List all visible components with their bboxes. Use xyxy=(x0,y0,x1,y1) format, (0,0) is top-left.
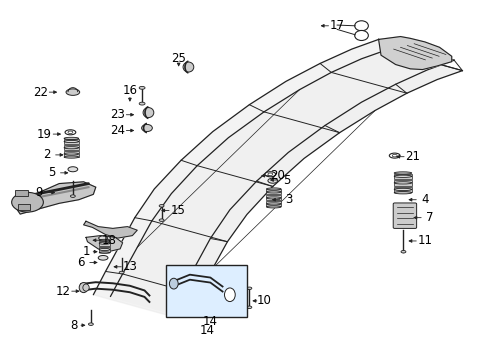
FancyBboxPatch shape xyxy=(392,203,416,228)
Text: 20: 20 xyxy=(270,169,285,182)
Bar xyxy=(64,145,79,150)
Ellipse shape xyxy=(388,153,399,158)
Ellipse shape xyxy=(64,140,79,143)
Ellipse shape xyxy=(99,242,110,244)
Bar xyxy=(64,139,79,144)
Text: 21: 21 xyxy=(405,150,419,163)
Ellipse shape xyxy=(393,192,411,194)
Ellipse shape xyxy=(400,251,405,253)
Bar xyxy=(266,195,281,201)
Ellipse shape xyxy=(99,236,107,240)
Ellipse shape xyxy=(393,188,411,190)
Ellipse shape xyxy=(79,283,88,293)
Ellipse shape xyxy=(143,108,154,118)
Ellipse shape xyxy=(393,172,411,174)
Bar xyxy=(393,180,411,186)
Ellipse shape xyxy=(64,153,79,155)
Bar xyxy=(393,186,411,192)
Text: 14: 14 xyxy=(203,315,218,328)
Ellipse shape xyxy=(65,130,76,135)
Text: 25: 25 xyxy=(171,52,186,65)
Text: 17: 17 xyxy=(329,19,344,32)
Text: 15: 15 xyxy=(170,204,185,217)
Ellipse shape xyxy=(82,284,89,291)
Ellipse shape xyxy=(266,188,281,190)
Ellipse shape xyxy=(70,195,75,197)
Text: 19: 19 xyxy=(37,127,52,141)
Ellipse shape xyxy=(68,167,78,172)
Ellipse shape xyxy=(64,147,79,149)
Ellipse shape xyxy=(64,137,79,140)
Polygon shape xyxy=(15,182,96,214)
Ellipse shape xyxy=(12,192,43,212)
Ellipse shape xyxy=(99,239,110,241)
Ellipse shape xyxy=(159,219,163,221)
Ellipse shape xyxy=(266,197,281,199)
Ellipse shape xyxy=(68,131,73,134)
Text: 2: 2 xyxy=(43,148,51,161)
Text: 9: 9 xyxy=(35,186,42,199)
Text: 24: 24 xyxy=(110,124,125,137)
Ellipse shape xyxy=(183,62,193,72)
Ellipse shape xyxy=(98,256,108,260)
Ellipse shape xyxy=(266,203,281,205)
Text: 10: 10 xyxy=(256,294,271,307)
Bar xyxy=(266,201,281,206)
Text: 22: 22 xyxy=(33,86,48,99)
Polygon shape xyxy=(378,37,451,69)
Ellipse shape xyxy=(88,323,93,325)
FancyBboxPatch shape xyxy=(15,190,27,196)
Bar xyxy=(99,247,110,252)
Ellipse shape xyxy=(99,252,110,253)
Text: 14: 14 xyxy=(199,324,214,337)
Text: 3: 3 xyxy=(284,193,291,206)
Text: 5: 5 xyxy=(282,174,289,186)
Polygon shape xyxy=(86,235,122,252)
Ellipse shape xyxy=(142,125,152,132)
Ellipse shape xyxy=(266,191,281,193)
Polygon shape xyxy=(110,50,462,318)
Ellipse shape xyxy=(266,206,281,208)
Ellipse shape xyxy=(264,172,275,177)
Bar xyxy=(64,151,79,157)
FancyBboxPatch shape xyxy=(18,204,30,211)
Ellipse shape xyxy=(119,271,124,274)
Ellipse shape xyxy=(246,287,251,289)
Text: 7: 7 xyxy=(425,211,433,224)
Text: 11: 11 xyxy=(417,234,431,247)
Bar xyxy=(99,240,110,246)
Ellipse shape xyxy=(159,204,163,207)
Ellipse shape xyxy=(393,175,411,177)
Circle shape xyxy=(354,21,367,31)
Ellipse shape xyxy=(246,306,251,309)
Ellipse shape xyxy=(267,178,277,183)
Ellipse shape xyxy=(267,173,272,176)
Bar xyxy=(393,174,411,179)
Circle shape xyxy=(354,31,367,41)
Text: 4: 4 xyxy=(420,193,428,206)
Ellipse shape xyxy=(224,288,235,302)
Text: 13: 13 xyxy=(122,260,137,273)
Ellipse shape xyxy=(99,248,110,251)
FancyBboxPatch shape xyxy=(166,265,246,317)
Text: 6: 6 xyxy=(77,256,85,269)
Text: 18: 18 xyxy=(102,234,116,247)
Text: 5: 5 xyxy=(48,166,56,179)
Ellipse shape xyxy=(66,89,80,95)
Text: 12: 12 xyxy=(56,285,70,298)
Bar xyxy=(266,189,281,194)
Text: 8: 8 xyxy=(70,319,78,332)
Ellipse shape xyxy=(139,102,145,105)
Polygon shape xyxy=(83,221,137,238)
Ellipse shape xyxy=(139,86,145,89)
Text: 23: 23 xyxy=(110,108,125,121)
Ellipse shape xyxy=(391,154,396,157)
Ellipse shape xyxy=(64,156,79,158)
Ellipse shape xyxy=(393,182,411,184)
Polygon shape xyxy=(93,40,453,316)
Text: 16: 16 xyxy=(122,84,137,97)
Text: 1: 1 xyxy=(82,245,90,258)
Ellipse shape xyxy=(169,278,178,289)
